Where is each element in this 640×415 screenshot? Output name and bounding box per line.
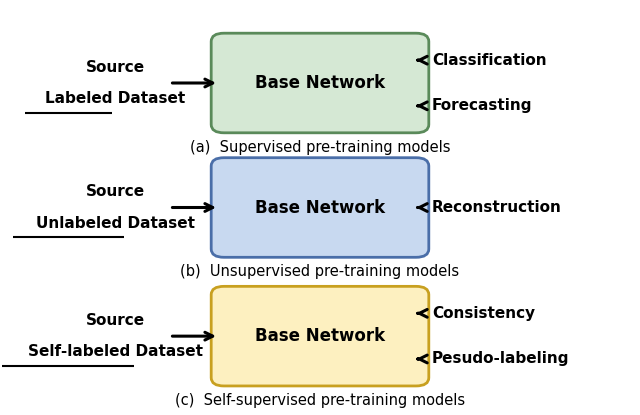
Text: Unlabeled Dataset: Unlabeled Dataset [36,216,195,231]
FancyBboxPatch shape [211,286,429,386]
Text: Unlabeled Dataset: Unlabeled Dataset [36,216,195,231]
FancyBboxPatch shape [211,158,429,257]
Text: Labeled Dataset: Labeled Dataset [45,91,186,106]
Text: Base Network: Base Network [255,198,385,217]
Text: Source: Source [86,313,145,328]
Text: Source: Source [86,184,145,199]
Text: (c)  Self-supervised pre-training models: (c) Self-supervised pre-training models [175,393,465,408]
Text: (b)  Unsupervised pre-training models: (b) Unsupervised pre-training models [180,264,460,279]
Text: Consistency: Consistency [432,306,535,321]
Text: Base Network: Base Network [255,74,385,92]
Text: Reconstruction: Reconstruction [432,200,562,215]
FancyBboxPatch shape [211,33,429,133]
Text: Base Network: Base Network [255,327,385,345]
Text: Labeled Dataset: Labeled Dataset [45,91,186,106]
Text: Forecasting: Forecasting [432,98,532,113]
Text: Classification: Classification [432,53,547,68]
Text: Self-labeled Dataset: Self-labeled Dataset [28,344,203,359]
Text: (a)  Supervised pre-training models: (a) Supervised pre-training models [189,140,451,155]
Text: Self-labeled Dataset: Self-labeled Dataset [28,344,203,359]
Text: Source: Source [86,60,145,75]
Text: Pesudo-labeling: Pesudo-labeling [432,352,570,366]
